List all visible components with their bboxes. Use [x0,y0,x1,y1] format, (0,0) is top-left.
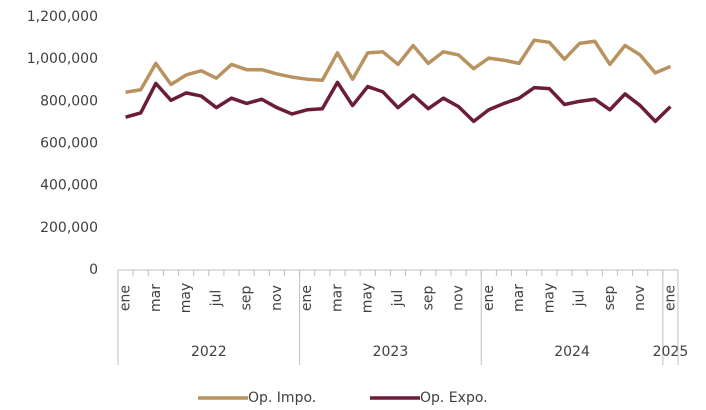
x-tick-label: may [178,283,194,314]
x-tick-label: jul [390,290,406,308]
y-tick-label: 0 [89,262,98,278]
x-tick-label: ene [481,285,497,311]
legend-label: Op. Impo. [248,390,316,406]
x-tick-label: sep [602,285,618,310]
x-tick-label: may [360,283,376,314]
y-tick-label: 600,000 [40,136,98,152]
y-tick-label: 400,000 [40,178,98,194]
legend-label: Op. Expo. [420,390,488,406]
group-label: 2022 [191,344,227,360]
series-line [125,80,672,124]
group-label: 2023 [373,344,409,360]
x-tick-label: nov [451,285,467,311]
y-tick-label: 1,200,000 [27,9,98,25]
x-tick-label: may [541,283,557,314]
group-label: 2024 [554,344,590,360]
x-tick-label: mar [329,284,345,312]
x-tick-label: ene [118,285,134,311]
x-tick-label: jul [572,290,588,308]
group-label: 2025 [653,344,689,360]
y-tick-label: 200,000 [40,220,98,236]
x-tick-label: nov [269,285,285,311]
x-tick-label: nov [632,285,648,311]
x-tick-label: sep [239,285,255,310]
x-tick-label: mar [148,284,164,312]
x-tick-label: ene [662,285,678,311]
y-tick-label: 1,000,000 [27,51,98,67]
y-tick-label: 800,000 [40,93,98,109]
x-tick-label: sep [420,285,436,310]
x-tick-label: jul [208,290,224,308]
series-line [125,38,672,94]
x-tick-label: ene [299,285,315,311]
x-tick-label: mar [511,284,527,312]
